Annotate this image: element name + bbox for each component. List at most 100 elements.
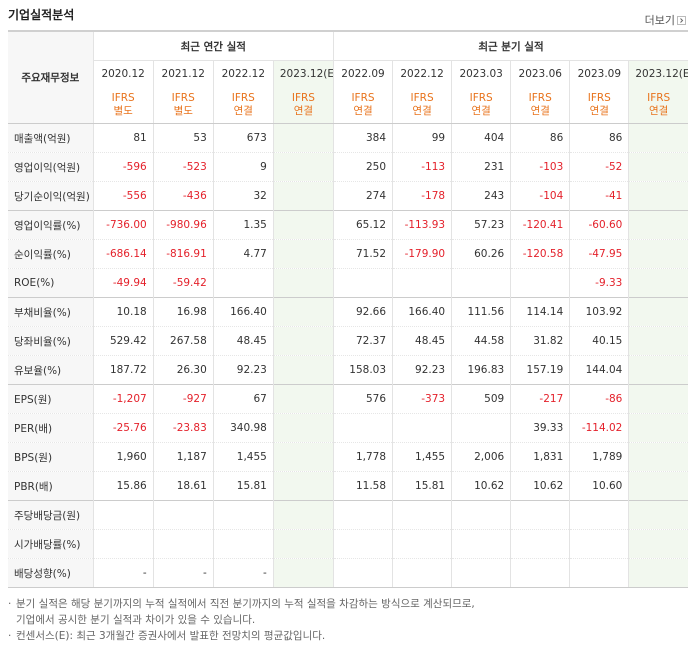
value-cell: 144.04 xyxy=(569,355,629,385)
value-cell: -436 xyxy=(152,181,214,211)
value-cell: 92.23 xyxy=(212,355,274,385)
value-cell xyxy=(510,558,570,588)
value-cell: 86 xyxy=(569,123,629,153)
value-cell xyxy=(510,500,570,530)
value-cell xyxy=(628,326,688,356)
value-cell xyxy=(212,529,274,559)
value-cell: 44.58 xyxy=(451,326,511,356)
value-cell: 57.23 xyxy=(451,210,511,240)
value-cell xyxy=(628,500,688,530)
value-cell xyxy=(451,500,511,530)
data-row: BPS(원) 1,960 1,187 1,455 1,778 1,455 2,006 1,83… xyxy=(8,442,688,472)
value-cell: -120.58 xyxy=(510,239,570,269)
value-cell: 92.23 xyxy=(392,355,452,385)
row-label: 매출액(억원) xyxy=(8,123,94,153)
value-cell: -86 xyxy=(569,384,629,414)
value-cell xyxy=(628,152,688,182)
value-cell xyxy=(392,500,452,530)
value-cell: - xyxy=(152,558,214,588)
value-cell xyxy=(628,123,688,153)
value-cell: 40.15 xyxy=(569,326,629,356)
value-cell: 1,455 xyxy=(212,442,274,472)
data-row: ROE(%) -49.94 -59.42 -9.33 xyxy=(8,268,688,298)
value-cell xyxy=(451,268,511,298)
period-header: 2021.12 xyxy=(152,60,214,86)
value-cell xyxy=(628,268,688,298)
value-cell xyxy=(569,529,629,559)
value-cell xyxy=(272,355,334,385)
standard-line: IFRS xyxy=(231,91,255,104)
value-cell xyxy=(272,210,334,240)
value-cell xyxy=(628,558,688,588)
more-link[interactable]: 더보기 xyxy=(645,12,686,28)
value-cell: -556 xyxy=(92,181,154,211)
value-cell: 48.45 xyxy=(212,326,274,356)
value-cell xyxy=(272,413,334,443)
value-cell: 2,006 xyxy=(451,442,511,472)
data-row: PER(배) -25.76 -23.83 340.98 39.33 -114.02 xyxy=(8,413,688,443)
value-cell: 15.81 xyxy=(212,471,274,501)
value-cell: 196.83 xyxy=(451,355,511,385)
value-cell: 39.33 xyxy=(510,413,570,443)
period-header: 2023.03 xyxy=(451,60,511,86)
value-cell: 72.37 xyxy=(332,326,393,356)
more-icon[interactable] xyxy=(677,16,686,25)
value-cell xyxy=(628,529,688,559)
value-cell: -596 xyxy=(92,152,154,182)
period-header: 2022.12 xyxy=(212,60,274,86)
value-cell: 166.40 xyxy=(212,297,274,327)
value-cell: 65.12 xyxy=(332,210,393,240)
row-label: PBR(배) xyxy=(8,471,94,501)
period-header: 2020.12 xyxy=(92,60,154,86)
section-title: 기업실적분석 xyxy=(8,8,75,22)
value-cell xyxy=(212,268,274,298)
value-cell: 340.98 xyxy=(212,413,274,443)
value-cell: 1,789 xyxy=(569,442,629,472)
value-cell xyxy=(628,210,688,240)
corner-header: 주요재무정보 xyxy=(8,30,94,124)
standard-header: IFRS 연결 xyxy=(451,86,511,124)
value-cell: 529.42 xyxy=(92,326,154,356)
value-cell xyxy=(272,268,334,298)
value-cell: -816.91 xyxy=(152,239,214,269)
value-cell xyxy=(92,500,154,530)
value-cell: -373 xyxy=(392,384,452,414)
financial-table: 주요재무정보 최근 연간 실적 최근 분기 실적 2020.12 2021.12 2022… xyxy=(8,30,688,588)
row-label: 주당배당금(원) xyxy=(8,500,94,530)
data-row: 영업이익률(%) -736.00 -980.96 1.35 65.12 -113.93 57… xyxy=(8,210,688,240)
value-cell: -104 xyxy=(510,181,570,211)
period-header: 2023.06 xyxy=(510,60,570,86)
value-cell xyxy=(272,558,334,588)
value-cell: -49.94 xyxy=(92,268,154,298)
note: 컨센서스(E): 최근 3개월간 증권사에서 발표한 전망치의 평균값입니다. xyxy=(8,628,475,644)
data-row: 주당배당금(원) xyxy=(8,500,688,530)
value-cell: -60.60 xyxy=(569,210,629,240)
value-cell: 10.60 xyxy=(569,471,629,501)
value-cell: 231 xyxy=(451,152,511,182)
value-cell xyxy=(272,442,334,472)
value-cell: -927 xyxy=(152,384,214,414)
value-cell: 48.45 xyxy=(392,326,452,356)
value-cell xyxy=(152,529,214,559)
value-cell xyxy=(332,529,393,559)
value-cell xyxy=(628,442,688,472)
value-cell: 32 xyxy=(212,181,274,211)
value-cell xyxy=(451,529,511,559)
standard-header: IFRS 연결 xyxy=(392,86,452,124)
more-label[interactable]: 더보기 xyxy=(644,14,675,27)
value-cell: - xyxy=(212,558,274,588)
row-label: 영업이익률(%) xyxy=(8,210,94,240)
value-cell: -217 xyxy=(510,384,570,414)
value-cell: 15.81 xyxy=(392,471,452,501)
value-cell xyxy=(628,384,688,414)
note-line: 분기 실적은 해당 분기까지의 누적 실적에서 직전 분기까지의 누적 실적을 … xyxy=(16,598,475,610)
standard-line: 연결 xyxy=(293,104,314,117)
value-cell: 9 xyxy=(212,152,274,182)
value-cell: 576 xyxy=(332,384,393,414)
value-cell: -980.96 xyxy=(152,210,214,240)
value-cell: -736.00 xyxy=(92,210,154,240)
standard-header: IFRS 연결 xyxy=(272,86,334,124)
value-cell xyxy=(569,500,629,530)
value-cell: 1,455 xyxy=(392,442,452,472)
row-label: 시가배당률(%) xyxy=(8,529,94,559)
